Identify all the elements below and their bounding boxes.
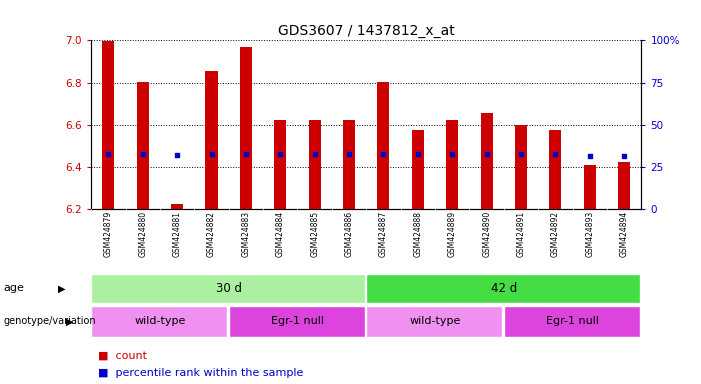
Text: GSM424887: GSM424887 (379, 211, 388, 257)
Title: GDS3607 / 1437812_x_at: GDS3607 / 1437812_x_at (278, 24, 455, 38)
Bar (102, 41, 114, 209)
Text: GSM424880: GSM424880 (138, 211, 147, 257)
Point (240, 151, 252, 157)
Point (137, 151, 149, 157)
Text: GSM424879: GSM424879 (104, 211, 113, 257)
Text: GSM424888: GSM424888 (414, 211, 423, 257)
Text: wild-type: wild-type (134, 316, 186, 326)
Bar (584, 165, 596, 209)
Bar (481, 113, 493, 209)
Point (309, 151, 320, 157)
Point (481, 151, 492, 157)
Text: GSM424890: GSM424890 (482, 211, 491, 257)
Text: genotype/variation: genotype/variation (4, 316, 96, 326)
Bar (171, 204, 183, 209)
Point (618, 154, 629, 160)
Text: GSM424892: GSM424892 (551, 211, 560, 257)
Text: ▶: ▶ (58, 283, 65, 293)
Bar (240, 47, 252, 209)
Point (103, 151, 114, 157)
Text: GSM424886: GSM424886 (345, 211, 353, 257)
Text: GSM424882: GSM424882 (207, 211, 216, 257)
Bar (367, 306, 502, 337)
Bar (343, 119, 355, 209)
Text: 42 d: 42 d (491, 282, 517, 295)
Text: Egr-1 null: Egr-1 null (546, 316, 599, 326)
Bar (274, 119, 286, 209)
Text: GSM424885: GSM424885 (310, 211, 319, 257)
Bar (137, 81, 149, 209)
Point (584, 154, 595, 160)
Bar (91, 306, 227, 337)
Bar (412, 130, 424, 209)
Text: 30 d: 30 d (216, 282, 242, 295)
Bar (229, 306, 365, 337)
Text: GSM424881: GSM424881 (172, 211, 182, 257)
Text: ■  percentile rank within the sample: ■ percentile rank within the sample (98, 368, 304, 378)
Text: GSM424891: GSM424891 (517, 211, 526, 257)
Bar (308, 119, 320, 209)
Text: wild-type: wild-type (409, 316, 461, 326)
Text: GSM424889: GSM424889 (448, 211, 457, 257)
Text: ■  count: ■ count (98, 351, 147, 361)
Bar (367, 274, 640, 303)
Bar (377, 81, 390, 209)
Bar (550, 130, 562, 209)
Bar (515, 125, 527, 209)
Point (172, 152, 183, 159)
Point (412, 151, 423, 157)
Text: GSM424883: GSM424883 (241, 211, 250, 257)
Text: age: age (4, 283, 25, 293)
Point (343, 151, 355, 157)
Bar (618, 162, 630, 209)
Bar (91, 274, 365, 303)
Bar (205, 71, 217, 209)
Point (378, 151, 389, 157)
Point (206, 151, 217, 157)
Point (550, 151, 561, 157)
Text: ▶: ▶ (67, 316, 74, 326)
Text: GSM424884: GSM424884 (275, 211, 285, 257)
Text: Egr-1 null: Egr-1 null (271, 316, 324, 326)
Bar (504, 306, 640, 337)
Text: GSM424894: GSM424894 (620, 211, 629, 257)
Text: GSM424893: GSM424893 (585, 211, 594, 257)
Bar (447, 119, 458, 209)
Point (515, 151, 526, 157)
Point (447, 151, 458, 157)
Point (275, 151, 286, 157)
